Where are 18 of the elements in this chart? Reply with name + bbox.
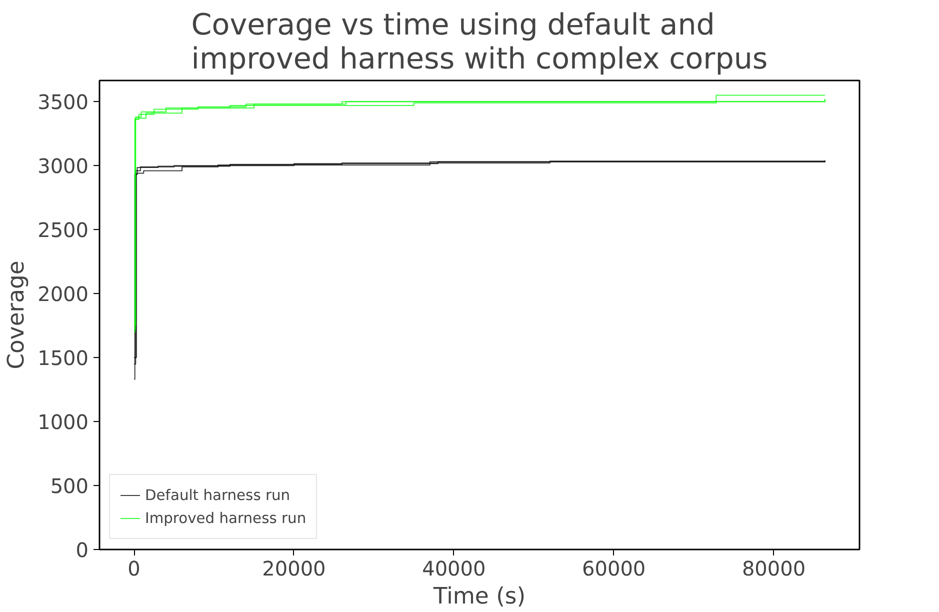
legend-label: Default harness run [145,486,290,504]
y-tick-label: 3000 [38,154,89,178]
y-tick-label: 0 [76,538,89,562]
x-tick-label: 20000 [262,556,326,580]
y-axis-title: Coverage [4,260,30,370]
y-tick-label: 500 [50,474,89,498]
x-axis-title: Time (s) [432,584,526,610]
y-tick-label: 3500 [38,90,89,114]
x-tick-label: 60000 [582,556,646,580]
y-tick-label: 1500 [38,346,89,370]
chart-title: Coverage vs time using default and improved harness with complex corpus [191,8,768,76]
legend-label: Improved harness run [145,510,306,526]
x-tick-label: 0 [128,556,140,580]
y-tick-label: 2500 [38,218,89,242]
x-tick-label: 80000 [742,556,806,580]
y-tick-label: 2000 [38,282,89,306]
y-tick-label: 1000 [38,410,89,434]
x-tick-label: 40000 [422,556,486,580]
